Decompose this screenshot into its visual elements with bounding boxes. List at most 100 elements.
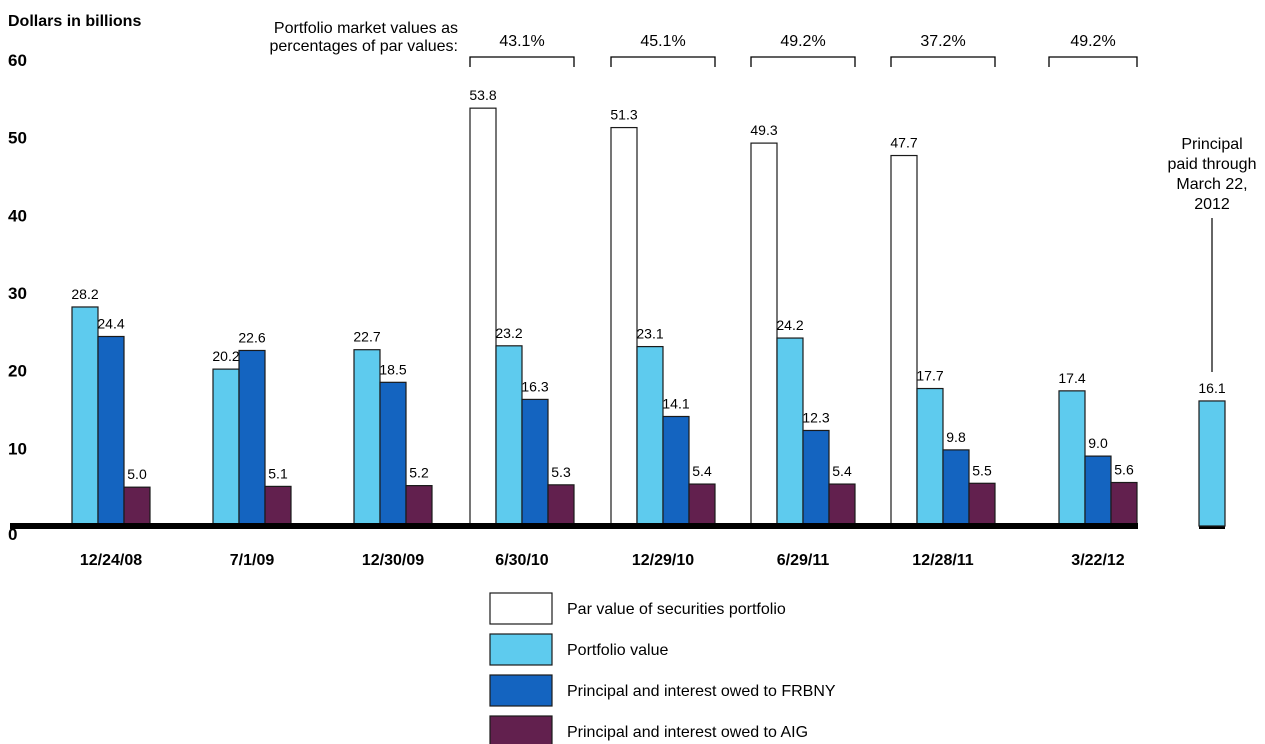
bar-group-12-28-11: 47.7 17.7 9.8 5.5 12/28/11: [890, 135, 996, 569]
bar-par: [750, 142, 778, 527]
bar-portfolio: [916, 387, 944, 527]
percentage-bracket-12-28-11: 37.2%: [890, 33, 996, 67]
principal-caption-line-1: Principal: [1181, 136, 1242, 153]
percentage-bracket-6-30-10: 43.1%: [469, 33, 575, 67]
bar-frbny: [662, 415, 690, 527]
plot-area: 28.2 24.4 5.0 12/24/08 20.2 22.6 5.1 7/1/09 22.7…: [10, 87, 1225, 569]
data-label: 20.2: [212, 348, 239, 364]
bar-par: [890, 154, 918, 527]
bar-aig: [547, 484, 575, 527]
bar-frbny: [238, 349, 266, 527]
y-axis-title: Dollars in billions: [8, 13, 141, 30]
data-label: 5.3: [551, 464, 571, 480]
legend-item-aig: Principal and interest owed to AIG: [489, 715, 808, 744]
bar-portfolio: [71, 306, 99, 527]
data-label: 28.2: [71, 286, 98, 302]
bar-par: [469, 107, 497, 527]
data-label: 22.7: [353, 329, 380, 345]
bar-aig: [828, 483, 856, 527]
bar-portfolio: [776, 337, 804, 527]
data-label: 5.5: [972, 462, 992, 478]
bracket-line: [469, 56, 575, 67]
data-label: 49.3: [750, 122, 777, 138]
data-label: 14.1: [662, 395, 689, 411]
percentage-bracket-3-22-12: 49.2%: [1048, 33, 1138, 67]
bar-group-6-29-11: 49.3 24.2 12.3 5.4 6/29/11: [750, 122, 856, 569]
data-label: 5.1: [268, 465, 288, 481]
data-label: 17.7: [916, 368, 943, 384]
data-label: 23.2: [495, 325, 522, 341]
data-label: 23.1: [636, 326, 663, 342]
x-tick-label: 12/28/11: [912, 552, 974, 569]
data-label: 16.1: [1198, 380, 1225, 396]
bar-portfolio: [1058, 390, 1086, 527]
bar-group-12-29-10: 51.3 23.1 14.1 5.4 12/29/10: [610, 107, 716, 569]
y-tick-label-40: 40: [8, 206, 27, 225]
data-label: 16.3: [521, 378, 548, 394]
bar-group-12-24-08: 28.2 24.4 5.0 12/24/08: [71, 286, 151, 569]
data-label: 5.4: [832, 463, 852, 479]
bar-portfolio: [495, 345, 523, 527]
percentages-title-line-1: Portfolio market values as: [274, 20, 458, 37]
legend-item-portfolio: Portfolio value: [489, 633, 668, 666]
bar-frbny: [802, 429, 830, 527]
bar-group-7-1-09: 20.2 22.6 5.1 7/1/09: [212, 329, 292, 569]
bar-aig: [123, 486, 151, 527]
percentage-label: 49.2%: [780, 33, 825, 50]
principal-caption-line-4: 2012: [1194, 196, 1230, 213]
bar-aig: [1110, 481, 1138, 527]
bracket-line: [890, 56, 996, 67]
y-tick-label-10: 10: [8, 439, 27, 458]
percentage-bracket-6-29-11: 49.2%: [750, 33, 856, 67]
bar-portfolio: [212, 368, 240, 527]
percentage-bracket-12-29-10: 45.1%: [610, 33, 716, 67]
bar-principal-paid: [1198, 400, 1226, 527]
x-tick-label: 12/30/09: [362, 552, 424, 569]
bar-par: [610, 126, 638, 527]
principal-paid-group: Principal paid through March 22, 2012 16…: [1168, 136, 1257, 527]
x-tick-label: 12/24/08: [80, 552, 142, 569]
data-label: 17.4: [1058, 370, 1085, 386]
bar-frbny: [521, 398, 549, 527]
data-label: 51.3: [610, 107, 637, 123]
bracket-line: [750, 56, 856, 67]
y-tick-label-60: 60: [8, 51, 27, 70]
data-label: 24.4: [97, 315, 124, 331]
legend-swatch: [489, 633, 553, 666]
x-tick-label: 6/30/10: [495, 552, 548, 569]
x-tick-label: 7/1/09: [230, 552, 275, 569]
legend-label: Portfolio value: [567, 642, 668, 659]
bar-portfolio: [636, 345, 664, 527]
data-label: 53.8: [469, 87, 496, 103]
data-label: 5.0: [127, 466, 147, 482]
data-label: 18.5: [379, 361, 406, 377]
legend-swatch: [489, 592, 553, 625]
bar-aig: [688, 483, 716, 527]
bar-aig: [968, 482, 996, 527]
y-tick-label-20: 20: [8, 362, 27, 381]
bar-aig: [264, 485, 292, 527]
bar-aig: [405, 485, 433, 527]
bar-frbny: [97, 335, 125, 527]
principal-caption-line-2: paid through: [1168, 156, 1257, 173]
y-tick-label-30: 30: [8, 284, 27, 303]
bar-group-12-30-09: 22.7 18.5 5.2 12/30/09: [353, 329, 433, 569]
y-tick-label-0: 0: [8, 525, 17, 544]
bar-frbny: [942, 449, 970, 527]
x-tick-label: 3/22/12: [1071, 552, 1124, 569]
percentage-label: 43.1%: [499, 33, 544, 50]
legend: Par value of securities portfolio Portfol…: [489, 592, 836, 744]
y-tick-label-50: 50: [8, 129, 27, 148]
percentage-label: 49.2%: [1070, 33, 1115, 50]
data-label: 5.2: [409, 465, 429, 481]
data-label: 47.7: [890, 135, 917, 151]
data-label: 22.6: [238, 329, 265, 345]
percentage-label: 45.1%: [640, 33, 685, 50]
bar-group-6-30-10: 53.8 23.2 16.3 5.3 6/30/10: [469, 87, 575, 569]
x-tick-label: 12/29/10: [632, 552, 694, 569]
principal-caption-line-3: March 22,: [1176, 176, 1247, 193]
data-label: 9.8: [946, 429, 966, 445]
legend-swatch: [489, 715, 553, 744]
bar-frbny: [379, 381, 407, 527]
